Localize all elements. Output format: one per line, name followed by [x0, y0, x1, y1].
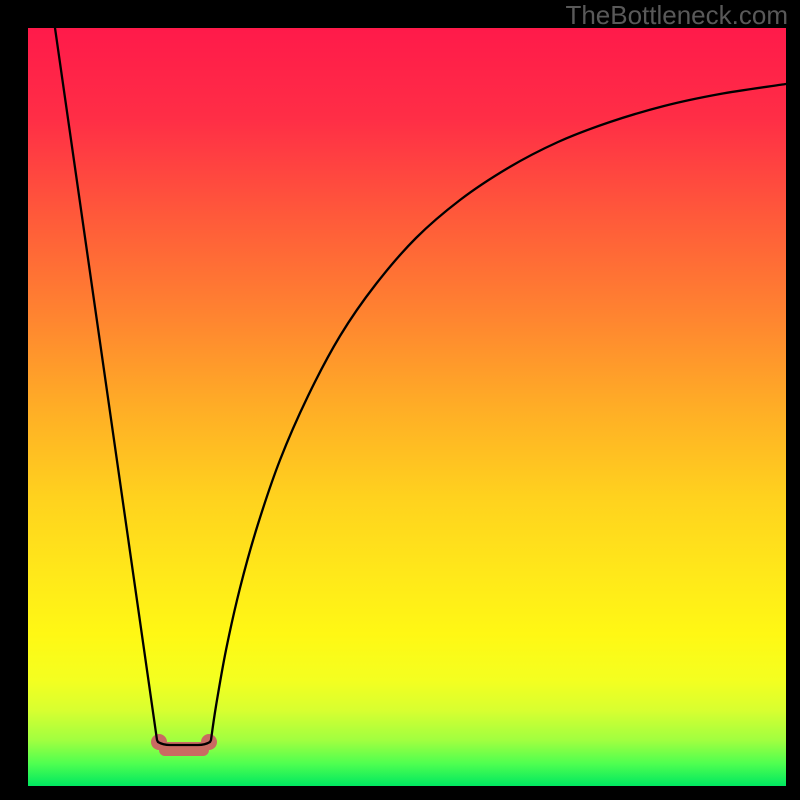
bottleneck-chart [0, 0, 800, 800]
watermark-text: TheBottleneck.com [565, 0, 788, 31]
gradient-background [28, 28, 786, 786]
